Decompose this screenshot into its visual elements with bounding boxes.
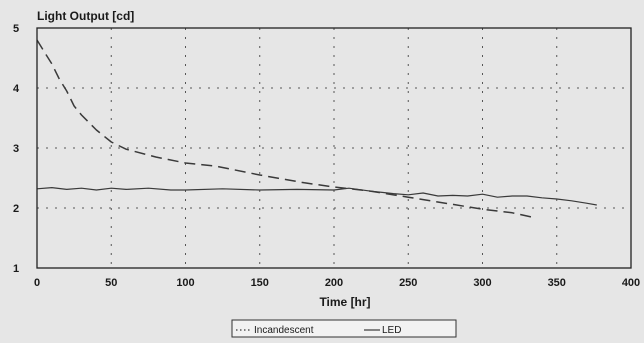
legend-box xyxy=(231,319,457,338)
x-tick-label: 250 xyxy=(399,277,417,289)
x-tick-label: 200 xyxy=(325,277,343,289)
legend-label-incandescent: Incandescent xyxy=(254,325,314,336)
chart-title: Light Output [cd] xyxy=(37,9,134,23)
y-tick-label: 2 xyxy=(13,203,19,215)
grid xyxy=(37,28,631,268)
x-tick-label: 0 xyxy=(34,277,40,289)
legend: Incandescent LED xyxy=(231,319,457,338)
ticks: 0 50 100 150 200 250 300 350 400 1 2 3 4 5 xyxy=(13,23,640,289)
x-tick-label: 400 xyxy=(622,277,640,289)
y-tick-label: 3 xyxy=(13,143,19,155)
x-tick-label: 50 xyxy=(105,277,117,289)
y-tick-label: 4 xyxy=(13,83,20,95)
series-line-incandescent xyxy=(36,39,532,218)
x-tick-label: 150 xyxy=(251,277,269,289)
x-axis-label: Time [hr] xyxy=(319,295,370,309)
series-line-led xyxy=(36,187,597,206)
plot-area-frame xyxy=(36,27,632,269)
legend-label-led: LED xyxy=(382,325,401,336)
series-layer xyxy=(36,39,597,218)
y-tick-label: 1 xyxy=(13,263,19,275)
x-tick-label: 350 xyxy=(548,277,566,289)
y-tick-label: 5 xyxy=(13,23,19,35)
x-tick-label: 300 xyxy=(473,277,491,289)
x-tick-label: 100 xyxy=(176,277,194,289)
